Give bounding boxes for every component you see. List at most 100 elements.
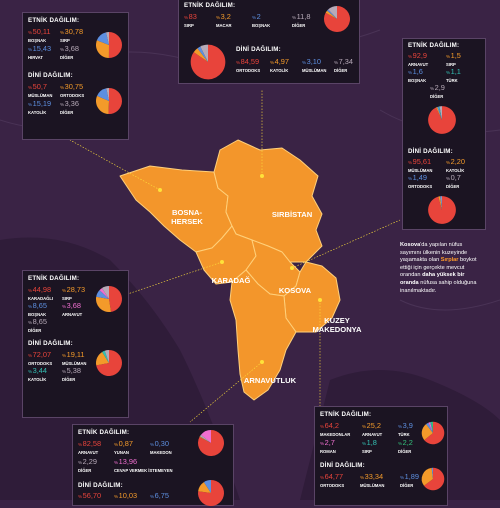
- makedonya-etnik-pie-slice-0: [424, 421, 445, 445]
- makedonya-etnik-pie-slice-2: [426, 422, 433, 433]
- karadag-dini-pie-slice-0: [96, 350, 122, 376]
- connector-dot-makedonya: [318, 298, 322, 302]
- bosna-dini-3: %3,36 DİĞER: [60, 99, 79, 115]
- arnavutluk-dini-pie-slice-2: [203, 480, 211, 493]
- country-label-karadag: KARADAĞ: [211, 276, 251, 285]
- sirbistan-dini-title: DİNİ DAĞILIM:: [236, 46, 281, 53]
- makedonya-etnik-2: %3,9 TÜRK: [398, 421, 413, 437]
- bosna-dini-title: DİNİ DAĞILIM:: [28, 72, 73, 79]
- bosna-etnik-pie: [96, 32, 122, 58]
- karadag-etnik-pie-slice-4: [101, 286, 109, 299]
- connector-dot-arnavutluk: [260, 360, 264, 364]
- kosova-dini-pie-slice-3: [441, 196, 442, 210]
- sirbistan-dini-pie-slice-1: [193, 48, 208, 62]
- arnavutluk-etnik-pie-slice-3: [199, 434, 211, 443]
- kosova-dini-pie: [428, 196, 456, 224]
- karadag-dini-pie-slice-3: [104, 350, 109, 363]
- makedonya-dini-title: DİNİ DAĞILIM:: [320, 462, 365, 469]
- arnavutluk-etnik-pie-slice-2: [199, 436, 211, 443]
- kosova-etnik-2: %1,6 BOŞNAK: [408, 67, 427, 83]
- sirbistan-dini-1: %4,97 KATOLİK: [270, 57, 289, 73]
- karadag-etnik-0: %44,98 KARADAĞLI: [28, 285, 54, 301]
- kosova-etnik-0: %92,9 ARNAVUT: [408, 51, 429, 67]
- sirbistan-etnik-pie-slice-2: [327, 9, 337, 19]
- bosna-etnik-1: %30,78 SIRP: [60, 27, 84, 43]
- arnavutluk-etnik-pie-slice-4: [201, 430, 211, 443]
- makedonya-etnik-pie: [421, 421, 445, 445]
- makedonya-etnik-pie-slice-4: [430, 421, 433, 433]
- bosna-etnik-pie-slice-2: [96, 32, 109, 45]
- karadag-etnik-pie-slice-2: [96, 290, 109, 299]
- kosova-etnik-pie: [428, 106, 456, 134]
- country-label-bosna: BOSNA- HERSEK: [171, 208, 203, 226]
- sirbistan-etnik-pie-slice-1: [325, 10, 337, 19]
- connector-dot-karadag: [220, 260, 224, 264]
- sirbistan-etnik-pie-slice-3: [328, 6, 337, 19]
- bosna-etnik-pie-slice-0: [108, 32, 122, 58]
- kosova-dini-0: %95,61 MÜSLÜMAN: [408, 157, 433, 173]
- karadag-dini-2: %3,44 KATOLİK: [28, 366, 47, 382]
- kosova-dini-title: DİNİ DAĞILIM:: [408, 148, 453, 155]
- kosova-etnik-pie-slice-2: [437, 106, 442, 120]
- makedonya-dini-pie-slice-1: [421, 467, 433, 486]
- kosova-etnik-3: %1,1 TÜRK: [446, 67, 461, 83]
- karadag-etnik-pie-slice-0: [109, 286, 122, 312]
- karadag-dini-pie-slice-1: [96, 351, 109, 366]
- makedonya-etnik-4: %1,8 SIRP: [362, 438, 377, 454]
- map-arnavutluk: [229, 269, 297, 401]
- karadag-etnik-2: %8,65 BOŞNAK: [28, 301, 47, 317]
- sirbistan-etnik-1: %3,2 MACAR: [216, 12, 232, 28]
- kosova-note: Kosova'da yapılan nüfus sayımını ülkenin…: [400, 242, 477, 294]
- bosna-etnik-title: ETNİK DAĞILIM:: [28, 17, 80, 24]
- makedonya-etnik-pie-slice-5: [431, 421, 433, 433]
- sirbistan-dini-pie-slice-3: [200, 44, 208, 62]
- sirbistan-etnik-title: ETNİK DAĞILIM:: [184, 2, 236, 9]
- makedonya-etnik-3: %2,7 ROMAN: [320, 438, 336, 454]
- arnavutluk-etnik-2: %0,30 MAKEDON: [150, 439, 172, 455]
- bosna-dini-0: %50,7 MÜSLÜMAN: [28, 82, 53, 98]
- makedonya-etnik-0: %64,2 MAKEDONLAR: [320, 421, 351, 437]
- connector-dot-bosna: [158, 188, 162, 192]
- bosna-dini-pie: [95, 88, 122, 114]
- karadag-dini-title: DİNİ DAĞILIM:: [28, 340, 73, 347]
- karadag-dini-3: %5,38 DİĞER: [62, 366, 81, 382]
- karadag-dini-pie: [96, 350, 122, 376]
- karadag-dini-1: %19,11 MÜSLÜMAN: [62, 350, 87, 366]
- bosna-dini-pie-slice-2: [97, 88, 109, 101]
- karadag-dini-0: %72,07 ORTODOKS: [28, 350, 53, 366]
- sirbistan-etnik-pie: [324, 6, 350, 32]
- kosova-dini-2: %1,49 ORTODOKS: [408, 173, 433, 189]
- makedonya-etnik-1: %25,2 ARNAVUT: [362, 421, 383, 437]
- bosna-etnik-pie-slice-3: [106, 32, 109, 45]
- makedonya-dini-1: %33,34 MÜSLÜMAN: [360, 472, 385, 488]
- arnavutluk-etnik-4: %13,96 CEVAP VERMEK İSTEMEYEN: [114, 457, 173, 473]
- sirbistan-dini-pie: [190, 44, 226, 80]
- karadag-etnik-pie-slice-3: [99, 288, 109, 299]
- karadag-etnik-pie: [96, 286, 122, 312]
- bosna-etnik-3: %3,68 DİĞER: [60, 44, 79, 60]
- karadag-etnik-1: %28,73 SIRP: [62, 285, 86, 301]
- bosna-dini-pie-slice-0: [108, 88, 122, 114]
- makedonya-dini-pie-slice-0: [423, 467, 445, 491]
- arnavutluk-dini-pie: [198, 480, 224, 506]
- arnavutluk-etnik-1: %0,87 YUNAN: [114, 439, 133, 455]
- sirbistan-etnik-0: %83 SIRP: [184, 12, 197, 28]
- country-label-makedonya: KUZEY MAKEDONYA: [312, 316, 362, 334]
- makedonya-etnik-pie-slice-1: [421, 424, 433, 441]
- kosova-dini-pie-slice-1: [438, 196, 442, 210]
- arnavutluk-etnik-title: ETNİK DAĞILIM:: [78, 429, 130, 436]
- kosova-etnik-pie-slice-3: [438, 106, 442, 120]
- map-sirbistan: [213, 139, 323, 263]
- arnavutluk-etnik-pie: [198, 430, 224, 456]
- sirbistan-etnik-3: %11,8 DİĞER: [292, 12, 311, 28]
- bosna-dini-pie-slice-3: [106, 88, 109, 101]
- bosna-etnik-0: %50,11 BOŞNAK: [28, 27, 51, 43]
- country-label-arnavutluk: ARNAVUTLUK: [243, 376, 297, 385]
- bosna-dini-1: %30,75 ORTODOKS: [60, 82, 85, 98]
- makedonya-stats-panel: [314, 406, 448, 506]
- arnavutluk-dini-pie-slice-1: [198, 482, 211, 493]
- kosova-dini-1: %2,20 KATOLİK: [446, 157, 465, 173]
- connector-dot-kosova: [290, 266, 294, 270]
- makedonya-etnik-title: ETNİK DAĞILIM:: [320, 411, 372, 418]
- karadag-dini-pie-slice-2: [102, 350, 109, 363]
